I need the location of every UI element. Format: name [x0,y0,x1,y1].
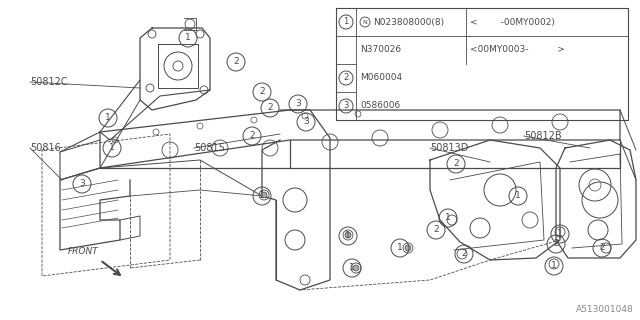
Text: 3: 3 [79,180,85,188]
Ellipse shape [345,232,351,238]
Text: 50812B: 50812B [524,131,562,141]
Ellipse shape [261,192,267,198]
Text: FRONT: FRONT [68,247,99,257]
Ellipse shape [405,245,411,251]
Text: 2: 2 [433,226,439,235]
Text: 0586006: 0586006 [360,101,400,110]
Text: 1: 1 [259,191,265,201]
Text: 50812C: 50812C [30,77,68,87]
Text: M060004: M060004 [360,74,402,83]
Text: 50815: 50815 [194,143,225,153]
Text: 1: 1 [557,229,563,238]
Text: 1: 1 [445,213,451,222]
Text: 1: 1 [551,261,557,270]
Text: 3: 3 [343,101,349,110]
Text: 1: 1 [109,143,115,153]
Text: 2: 2 [267,103,273,113]
Text: 1: 1 [345,231,351,241]
Text: 3: 3 [295,100,301,108]
Text: 2: 2 [553,239,559,249]
Text: 1: 1 [515,191,521,201]
Text: N370026: N370026 [360,45,401,54]
Text: <        -00MY0002): < -00MY0002) [470,18,555,27]
Text: 3: 3 [303,117,309,126]
Text: 2: 2 [344,74,349,83]
Text: 1: 1 [349,263,355,273]
Text: 2: 2 [453,159,459,169]
Text: N: N [363,20,367,25]
Text: 2: 2 [249,132,255,140]
Text: 1: 1 [105,114,111,123]
Text: 1: 1 [344,18,349,27]
Text: 2: 2 [259,87,265,97]
Text: A513001048: A513001048 [576,305,634,314]
Text: 2: 2 [233,58,239,67]
Text: 2: 2 [599,244,605,252]
Ellipse shape [353,265,359,271]
Text: 1: 1 [185,34,191,43]
Text: 1: 1 [397,244,403,252]
Text: <00MY0003-          >: <00MY0003- > [470,45,565,54]
Text: 50813D: 50813D [430,143,468,153]
Text: N023808000(8): N023808000(8) [373,18,444,27]
Text: 2: 2 [461,250,467,259]
Text: 50816: 50816 [30,143,61,153]
